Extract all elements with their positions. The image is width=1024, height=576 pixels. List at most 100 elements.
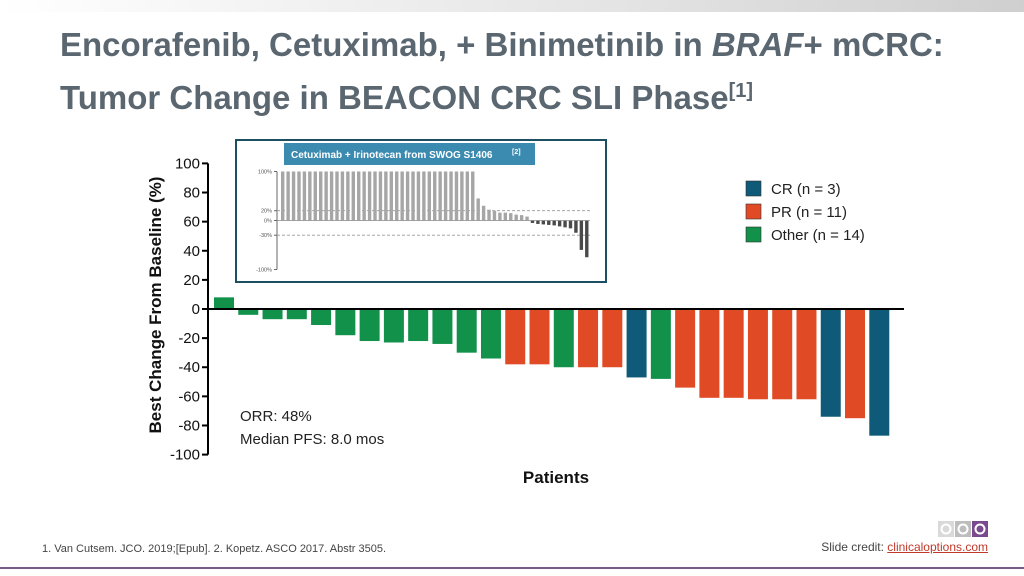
title-ref: [1] — [728, 80, 754, 102]
title-part1: Encorafenib, Cetuximab, + Binimetinib in — [60, 26, 712, 63]
inset-bar — [519, 215, 524, 221]
bar — [359, 309, 380, 342]
inset-bar — [454, 171, 459, 221]
title-part2: + mCRC: — [803, 26, 944, 63]
inset-bar — [449, 171, 453, 221]
y-tick-label: 40 — [183, 243, 200, 260]
bar — [529, 309, 550, 365]
bar — [335, 309, 356, 336]
inset-bar — [357, 171, 361, 221]
bottom-rule — [0, 567, 1024, 569]
inset-bar — [438, 171, 442, 221]
slide-title: Encorafenib, Cetuximab, + Binimetinib in… — [60, 22, 1000, 121]
inset-y-tick-label: 100% — [258, 170, 272, 176]
inset-bar — [281, 171, 285, 221]
bar — [796, 309, 817, 400]
y-tick-label: 20 — [183, 272, 200, 289]
bar — [432, 309, 453, 344]
bar — [747, 309, 768, 400]
top-gradient-bar — [0, 0, 1024, 12]
bar — [869, 309, 890, 436]
cco-logo — [938, 521, 988, 537]
bar — [480, 309, 501, 359]
inset-bar — [291, 171, 296, 221]
inset-bar — [297, 171, 301, 221]
bar — [626, 309, 647, 378]
inset-bar — [335, 171, 339, 221]
bar — [214, 297, 234, 309]
y-tick-label: 60 — [183, 214, 200, 231]
inset-bar — [547, 220, 551, 225]
footnote: 1. Van Cutsem. JCO. 2019;[Epub]. 2. Kope… — [42, 543, 387, 555]
bar — [578, 309, 599, 368]
y-tick-label: 100 — [175, 155, 200, 172]
y-tick-label: -100 — [170, 447, 200, 464]
bar — [456, 309, 477, 353]
inset-bar — [340, 171, 345, 221]
inset-bar — [536, 220, 540, 224]
inset-bar — [498, 212, 502, 221]
bar — [505, 309, 526, 365]
inset-bar — [308, 171, 312, 221]
inset-bar — [422, 171, 426, 221]
credit-link[interactable]: clinicaloptions.com — [887, 540, 988, 554]
inset-bar — [514, 214, 518, 221]
bar — [553, 309, 574, 368]
inset-bar — [541, 220, 546, 225]
inset-bar — [574, 220, 578, 233]
inset-bar — [568, 220, 573, 229]
inset-bar — [552, 220, 556, 226]
inset-bar — [286, 171, 290, 221]
y-tick-label: 80 — [183, 185, 200, 202]
inset-y-tick-label: -100% — [256, 268, 272, 274]
inset-y-tick-label: -30% — [259, 233, 272, 239]
inset-bar — [373, 171, 377, 221]
bar — [699, 309, 720, 398]
legend-label: PR (n = 11) — [771, 204, 847, 221]
inset-bar — [492, 210, 497, 221]
inset-bar — [579, 220, 584, 250]
inset-bar — [530, 220, 535, 223]
bar — [286, 309, 307, 320]
inset-title-bg — [284, 143, 535, 165]
y-tick-label: -20 — [178, 330, 200, 347]
annotation: Median PFS: 8.0 mos — [240, 431, 384, 448]
inset-bar — [384, 171, 388, 221]
inset-bar — [351, 171, 355, 221]
inset-bar — [346, 171, 350, 221]
inset-bar — [471, 171, 475, 221]
y-tick-label: -40 — [178, 359, 200, 376]
inset-bar — [465, 171, 470, 221]
bar — [311, 309, 332, 326]
inset-bar — [416, 171, 421, 221]
inset-bar — [324, 171, 328, 221]
inset-bar — [460, 171, 464, 221]
legend-swatch — [745, 226, 762, 243]
inset-bar — [378, 171, 383, 221]
inset-bar — [313, 171, 317, 221]
bar — [602, 309, 623, 368]
legend-label: Other (n = 14) — [771, 227, 865, 244]
inset-bar — [503, 212, 508, 221]
inset-bar — [476, 198, 480, 221]
slide-credit: Slide credit: clinicaloptions.com — [821, 540, 988, 554]
inset-bar — [481, 205, 486, 221]
bar — [820, 309, 841, 417]
inset-bar — [433, 171, 437, 221]
annotation: ORR: 48% — [240, 408, 312, 425]
bar — [383, 309, 404, 343]
y-tick-label: -80 — [178, 417, 200, 434]
bar — [262, 309, 283, 320]
inset-bar — [509, 213, 513, 221]
inset-title: Cetuximab + Irinotecan from SWOG S1406 — [291, 150, 493, 161]
inset-bar — [302, 171, 307, 221]
y-tick-label: -60 — [178, 388, 200, 405]
x-axis-label: Patients — [523, 468, 589, 487]
bar — [772, 309, 793, 400]
inset-bar — [367, 171, 372, 221]
title-line2: Tumor Change in BEACON CRC SLI Phase — [60, 79, 729, 116]
bar — [845, 309, 866, 419]
y-axis-label: Best Change From Baseline (%) — [146, 177, 165, 434]
legend-swatch — [745, 203, 762, 220]
